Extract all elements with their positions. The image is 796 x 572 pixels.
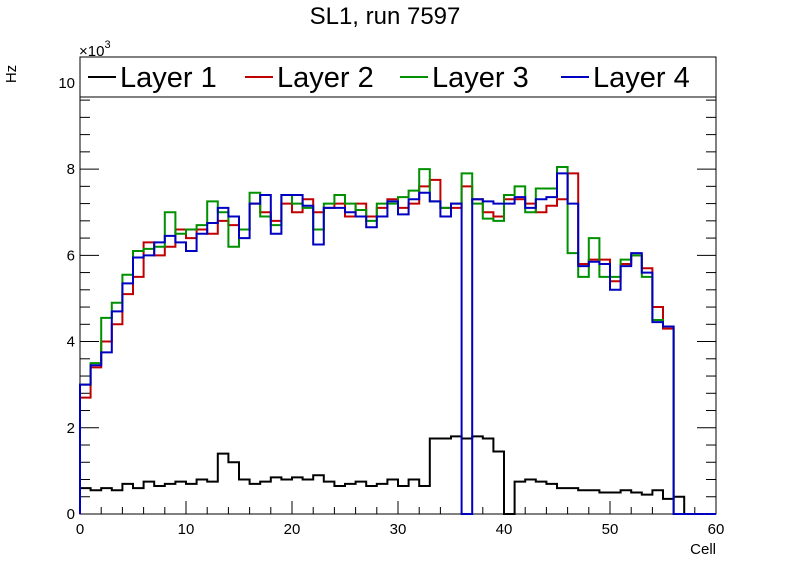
legend-label-layer-1: Layer 1 [120,62,217,94]
y-multiplier-base: ×10 [79,43,104,60]
legend-box [79,56,717,98]
y-axis-label: Hz [3,65,20,83]
legend-label-layer-4: Layer 4 [593,62,690,94]
y-tick-label: 0 [67,506,75,523]
y-tick-label: 8 [67,161,75,178]
legend: Layer 1 Layer 2 Layer 3 Layer 4 [79,56,717,98]
series-line-layer-3 [79,165,716,515]
x-tick-label: 0 [76,521,84,538]
y-tick-label: 6 [67,247,75,264]
x-axis-label: Cell [690,541,716,558]
x-tick-label: 50 [602,521,619,538]
y-tick-label: 2 [67,420,75,437]
x-tick-label: 30 [390,521,407,538]
x-tick-label: 20 [284,521,301,538]
x-tick-label: 60 [708,521,725,538]
chart-title: SL1, run 7597 [310,3,461,30]
series-layer [79,165,716,515]
y-multiplier-exponent: 3 [104,39,110,51]
axes: 0 10 20 30 40 50 60 0 2 4 6 8 10 [58,57,724,538]
x-tick-label: 40 [496,521,513,538]
series-line-layer-4 [79,172,716,515]
legend-label-layer-3: Layer 3 [432,62,529,94]
x-tick-label: 10 [178,521,195,538]
legend-label-layer-2: Layer 2 [277,62,374,94]
series-line-layer-1 [79,435,716,515]
y-tick-label: 10 [58,75,75,92]
y-tick-label: 4 [67,334,75,351]
y-axis-multiplier: ×103 [79,39,111,60]
